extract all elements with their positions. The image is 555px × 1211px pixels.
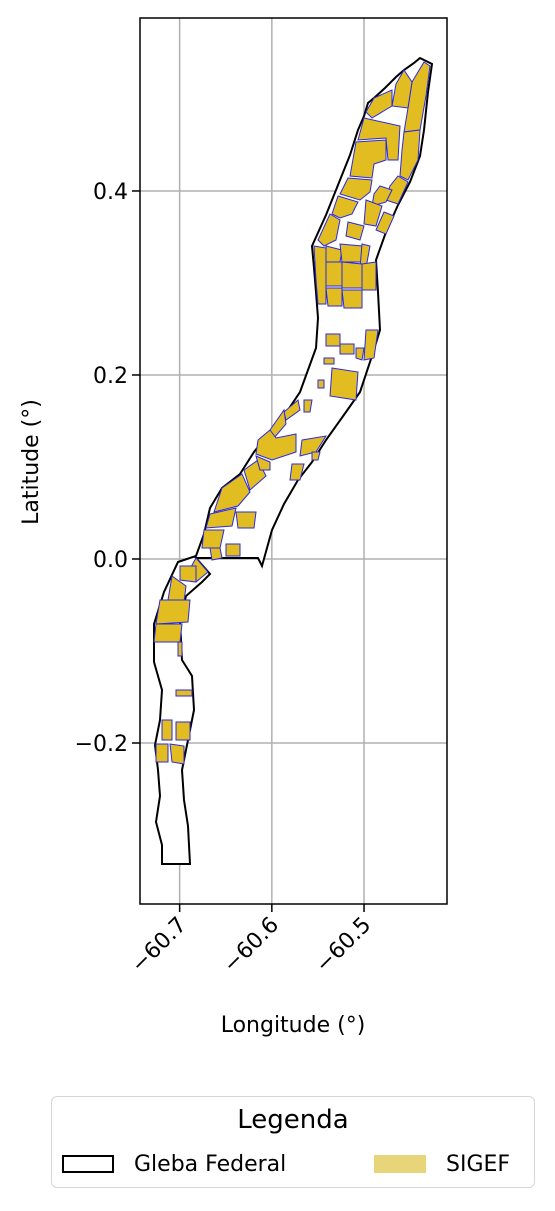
y-tick-label: 0.0: [93, 548, 128, 573]
legend-label-gleba-federal: Gleba Federal: [134, 1151, 287, 1177]
sigef-parcels: [153, 61, 431, 765]
x-tick-label: −60.5: [311, 913, 376, 978]
y-tick-label: 0.4: [93, 180, 128, 205]
legend-title: Legenda: [237, 1105, 349, 1135]
legend-label-sigef: SIGEF: [446, 1151, 511, 1177]
legend-swatch-gleba-federal: [62, 1155, 114, 1173]
x-tick-label: −60.7: [127, 913, 192, 978]
legend-item-sigef: SIGEF: [374, 1151, 510, 1177]
x-tick-label: −60.6: [219, 913, 284, 978]
x-axis-ticks: −60.7 −60.6 −60.5: [127, 904, 376, 978]
axes-frame: [139, 17, 448, 905]
legend-item-gleba-federal: Gleba Federal: [62, 1151, 286, 1177]
y-tick-label: 0.2: [93, 364, 128, 389]
legend-swatch-sigef: [374, 1155, 426, 1173]
map-layers: [153, 56, 434, 865]
y-axis-label: Latitude (°): [19, 399, 44, 525]
y-axis-ticks: −0.2 0.0 0.2 0.4: [75, 180, 140, 757]
x-axis-label: Longitude (°): [221, 1013, 366, 1038]
y-tick-label: −0.2: [75, 732, 128, 757]
legend: Legenda Gleba Federal SIGEF: [51, 1096, 535, 1188]
